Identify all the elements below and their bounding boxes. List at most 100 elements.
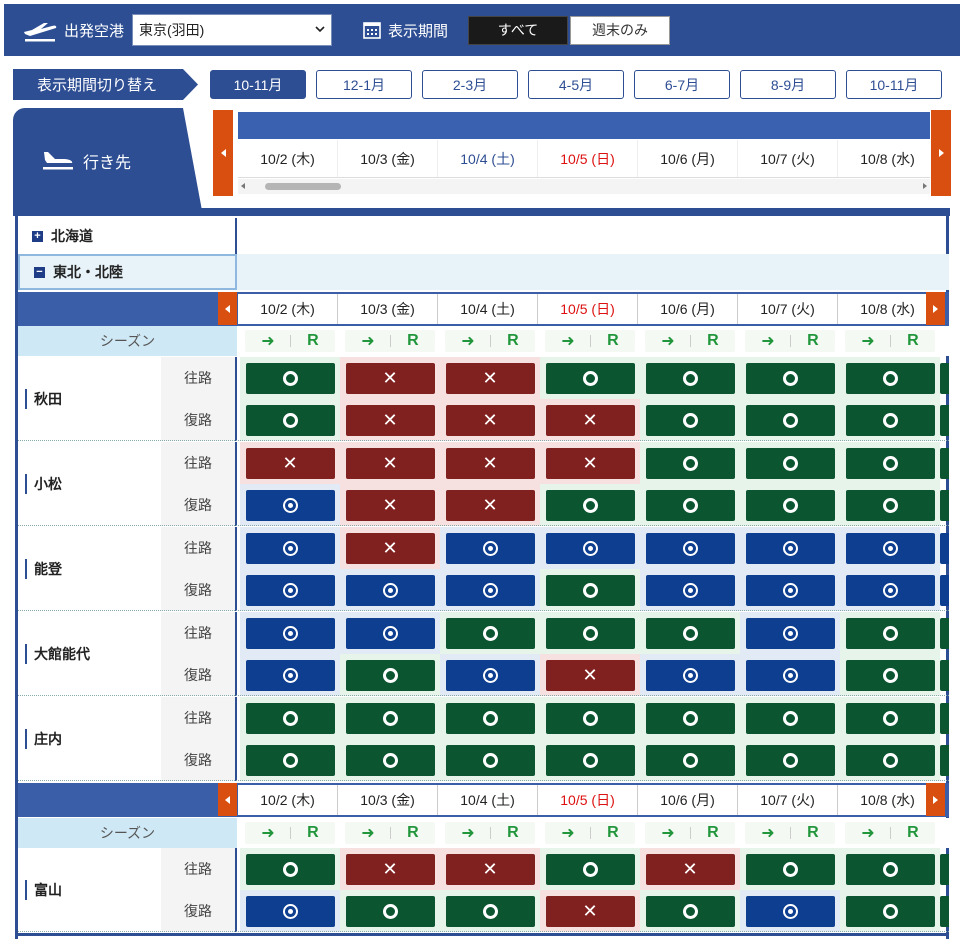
- availability-chip[interactable]: [645, 362, 735, 394]
- availability-cell[interactable]: ✕: [340, 527, 440, 569]
- availability-chip[interactable]: [745, 702, 835, 734]
- availability-cell[interactable]: [740, 739, 840, 781]
- availability-chip[interactable]: [445, 617, 535, 649]
- availability-chip[interactable]: [745, 404, 835, 436]
- availability-chip[interactable]: ✕: [345, 532, 435, 564]
- availability-chip[interactable]: [645, 744, 735, 776]
- availability-cell[interactable]: [340, 739, 440, 781]
- availability-chip[interactable]: [845, 659, 935, 691]
- availability-cell[interactable]: [440, 612, 540, 654]
- availability-chip[interactable]: [645, 895, 735, 927]
- scroll-right-button[interactable]: [931, 110, 951, 196]
- availability-cell[interactable]: [840, 484, 940, 526]
- scroll-left-button[interactable]: [213, 110, 233, 196]
- availability-cell[interactable]: ✕: [540, 442, 640, 484]
- availability-chip[interactable]: [745, 744, 835, 776]
- availability-chip[interactable]: [545, 362, 635, 394]
- availability-chip[interactable]: [445, 702, 535, 734]
- availability-cell[interactable]: [840, 697, 940, 739]
- availability-cell[interactable]: [340, 569, 440, 611]
- availability-cell[interactable]: [440, 739, 540, 781]
- availability-chip[interactable]: [745, 853, 835, 885]
- availability-cell[interactable]: [440, 569, 540, 611]
- availability-chip[interactable]: [645, 617, 735, 649]
- availability-cell[interactable]: [540, 697, 640, 739]
- availability-chip[interactable]: ✕: [545, 404, 635, 436]
- departure-airport-select[interactable]: 東京(羽田): [132, 14, 333, 46]
- availability-cell[interactable]: [740, 442, 840, 484]
- region-hokkaido-header[interactable]: + 北海道: [18, 218, 237, 254]
- availability-cell[interactable]: [740, 697, 840, 739]
- period-tab-4[interactable]: 6-7月: [634, 70, 730, 99]
- availability-cell[interactable]: [540, 569, 640, 611]
- availability-chip[interactable]: [845, 574, 935, 606]
- availability-cell[interactable]: ✕: [540, 654, 640, 696]
- availability-cell[interactable]: ✕: [540, 890, 640, 932]
- availability-cell[interactable]: [240, 739, 340, 781]
- availability-cell[interactable]: [740, 848, 840, 890]
- availability-chip[interactable]: [445, 895, 535, 927]
- availability-chip[interactable]: [645, 659, 735, 691]
- availability-cell[interactable]: [240, 357, 340, 399]
- group1-next-button[interactable]: [926, 292, 945, 325]
- availability-cell[interactable]: [240, 654, 340, 696]
- availability-chip[interactable]: [345, 617, 435, 649]
- availability-cell[interactable]: ✕: [340, 357, 440, 399]
- availability-cell[interactable]: ✕: [440, 848, 540, 890]
- availability-cell[interactable]: [640, 612, 740, 654]
- availability-chip[interactable]: [245, 574, 335, 606]
- region-tohoku[interactable]: − 東北・北陸: [18, 254, 949, 290]
- region-hokkaido[interactable]: + 北海道: [18, 218, 949, 254]
- availability-chip[interactable]: [245, 617, 335, 649]
- availability-chip[interactable]: [745, 895, 835, 927]
- availability-cell[interactable]: [840, 654, 940, 696]
- availability-chip[interactable]: [445, 574, 535, 606]
- availability-chip[interactable]: ✕: [445, 489, 535, 521]
- availability-chip[interactable]: ✕: [545, 895, 635, 927]
- availability-chip[interactable]: [545, 489, 635, 521]
- availability-cell[interactable]: [540, 484, 640, 526]
- weekend-only-button[interactable]: 週末のみ: [570, 15, 671, 45]
- availability-chip[interactable]: [245, 404, 335, 436]
- availability-chip[interactable]: [745, 617, 835, 649]
- availability-chip[interactable]: ✕: [345, 404, 435, 436]
- availability-chip[interactable]: ✕: [345, 362, 435, 394]
- scroll-arrow-left-icon[interactable]: [241, 183, 245, 189]
- availability-cell[interactable]: [640, 484, 740, 526]
- availability-cell[interactable]: [540, 739, 640, 781]
- horizontal-scrollbar[interactable]: [238, 179, 930, 194]
- availability-cell[interactable]: [840, 569, 940, 611]
- availability-chip[interactable]: ✕: [445, 362, 535, 394]
- group2-prev-button[interactable]: [218, 783, 237, 816]
- availability-cell[interactable]: [340, 612, 440, 654]
- availability-cell[interactable]: [640, 399, 740, 441]
- availability-chip[interactable]: [745, 362, 835, 394]
- availability-chip[interactable]: [345, 659, 435, 691]
- availability-cell[interactable]: [640, 357, 740, 399]
- availability-chip[interactable]: [245, 659, 335, 691]
- availability-cell[interactable]: [640, 890, 740, 932]
- availability-chip[interactable]: [745, 532, 835, 564]
- period-tab-5[interactable]: 8-9月: [740, 70, 836, 99]
- availability-cell[interactable]: [740, 612, 840, 654]
- availability-cell[interactable]: [640, 654, 740, 696]
- availability-chip[interactable]: [845, 617, 935, 649]
- availability-chip[interactable]: [245, 362, 335, 394]
- availability-cell[interactable]: ✕: [240, 442, 340, 484]
- availability-cell[interactable]: [640, 569, 740, 611]
- availability-cell[interactable]: [340, 697, 440, 739]
- availability-cell[interactable]: [740, 527, 840, 569]
- availability-chip[interactable]: ✕: [545, 659, 635, 691]
- availability-chip[interactable]: ✕: [545, 447, 635, 479]
- availability-cell[interactable]: [640, 442, 740, 484]
- availability-cell[interactable]: [540, 357, 640, 399]
- availability-cell[interactable]: [740, 569, 840, 611]
- availability-chip[interactable]: [745, 659, 835, 691]
- availability-cell[interactable]: ✕: [440, 399, 540, 441]
- availability-chip[interactable]: [545, 853, 635, 885]
- availability-chip[interactable]: [845, 532, 935, 564]
- availability-cell[interactable]: [840, 739, 940, 781]
- availability-chip[interactable]: [845, 853, 935, 885]
- availability-chip[interactable]: [245, 744, 335, 776]
- all-period-button[interactable]: すべて: [468, 15, 569, 45]
